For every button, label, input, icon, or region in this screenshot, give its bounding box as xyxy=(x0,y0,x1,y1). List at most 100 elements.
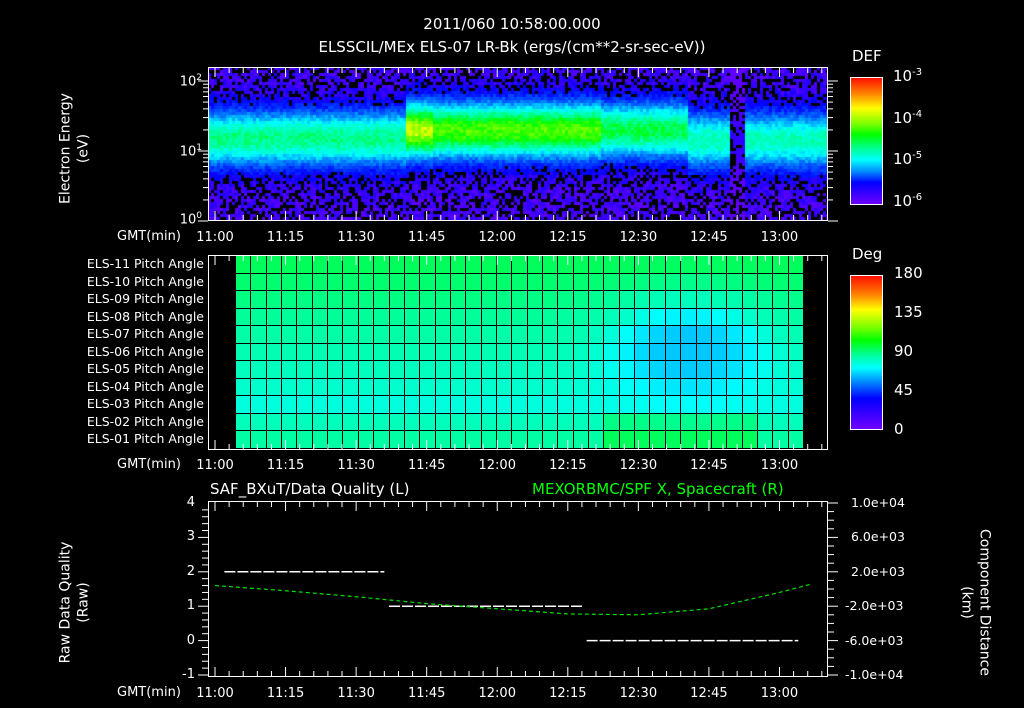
pitch-angle-cell xyxy=(343,343,359,362)
deg-tick-90: 90 xyxy=(894,342,914,360)
xtick-label: 11:15 xyxy=(266,230,305,245)
pitch-angle-cell xyxy=(312,343,329,362)
pitch-angle-cell xyxy=(650,396,666,414)
pitch-angle-cell xyxy=(527,326,544,344)
pitch-angle-cell xyxy=(573,413,590,432)
pitch-angle-cell xyxy=(589,343,605,362)
xtick-label: 12:45 xyxy=(690,686,728,701)
pitch-angle-cell xyxy=(619,291,636,309)
pitch-angle-cell xyxy=(604,256,620,274)
pitch-angle-cell xyxy=(389,273,405,292)
pitch-angle-cell xyxy=(266,273,283,292)
xtick-label: 12:30 xyxy=(619,458,658,473)
pitch-angle-cell xyxy=(466,431,482,449)
pitch-angle-cell xyxy=(343,413,359,432)
xtick-label: 11:30 xyxy=(337,458,375,473)
def-tick-1e-5: 10-5 xyxy=(893,150,923,168)
pitch-angle-cell xyxy=(435,273,451,292)
pitch-angle-cell xyxy=(328,291,344,309)
pitch-angle-cell xyxy=(435,396,451,414)
pitch-angle-cell xyxy=(573,396,590,414)
pitch-angle-cell xyxy=(650,308,666,327)
pitch-angle-cell xyxy=(404,413,421,432)
pitch-angle-cell xyxy=(727,413,743,432)
pitch-angle-cell xyxy=(358,361,375,379)
pitch-angle-cell xyxy=(604,378,620,397)
pitch-angle-cell xyxy=(251,291,267,309)
panel3-left-title: SAF_BXuT/Data Quality (L) xyxy=(210,480,410,498)
pitch-angle-cell xyxy=(665,431,682,449)
pitch-angle-cell xyxy=(619,413,636,432)
pitch-angle-cell xyxy=(389,308,405,327)
pitch-angle-cell xyxy=(773,396,789,414)
ylabel-line2: (eV) xyxy=(75,133,91,164)
pitch-angle-cell xyxy=(297,431,313,449)
pitch-angle-cell xyxy=(251,396,267,414)
pitch-angle-cell xyxy=(420,378,436,397)
pitch-angle-cell xyxy=(788,378,804,397)
pitch-angle-cell xyxy=(589,273,605,292)
pitch-angle-cell xyxy=(496,361,513,379)
xtick-label: 11:00 xyxy=(196,230,234,245)
pitch-angle-row-label: ELS-11 Pitch Angle xyxy=(86,256,204,271)
pitch-angle-cell xyxy=(496,326,513,344)
pitch-angle-row-label: ELS-02 Pitch Angle xyxy=(86,413,204,429)
pitch-angle-cell xyxy=(665,326,682,344)
pitch-angle-cell xyxy=(251,361,267,379)
pitch-angle-cell xyxy=(742,431,758,449)
pitch-angle-cell xyxy=(435,326,451,344)
xtick-label: 13:00 xyxy=(760,686,799,701)
pitch-angle-cell xyxy=(420,361,436,379)
pitch-angle-cell xyxy=(374,308,390,327)
def-tick-1e-4: 10-4 xyxy=(893,109,923,127)
pitch-angle-cell xyxy=(266,413,283,432)
ytick-1: 100 xyxy=(179,211,202,228)
pitch-angle-cell xyxy=(681,256,697,274)
pitch-angle-cell xyxy=(420,396,436,414)
pitch-angle-cell xyxy=(404,396,421,414)
pitch-angle-cell xyxy=(742,343,758,362)
pitch-angle-cell xyxy=(512,361,528,379)
pitch-angle-cell xyxy=(773,256,789,274)
pitch-angle-cell xyxy=(481,273,497,292)
pitch-angle-cell xyxy=(466,413,482,432)
pitch-angle-cell xyxy=(481,343,497,362)
pitch-angle-cell xyxy=(558,343,574,362)
pitch-angle-row-label: ELS-05 Pitch Angle xyxy=(86,361,204,376)
pitch-angle-cell xyxy=(466,273,482,292)
pitch-angle-cell xyxy=(328,361,344,379)
def-colorbar-title: DEF xyxy=(852,47,882,65)
xtick-label: 11:45 xyxy=(407,686,446,701)
pitch-angle-cell xyxy=(665,413,682,432)
pitch-angle-cell xyxy=(604,291,620,309)
pitch-angle-row-label: ELS-06 Pitch Angle xyxy=(86,343,204,359)
xtick-label: 11:45 xyxy=(407,230,446,245)
pitch-angle-cell xyxy=(589,431,605,449)
pitch-angle-cell xyxy=(543,361,559,379)
panel3-right-title: MEXORBMC/SPF X, Spacecraft (R) xyxy=(532,480,784,498)
xtick-label: 12:30 xyxy=(619,686,658,701)
pitch-angle-cell xyxy=(496,343,513,362)
def-tick-1e-6: 10-6 xyxy=(893,192,923,210)
pitch-angle-cell xyxy=(404,273,421,292)
pitch-angle-cell xyxy=(236,308,252,327)
pitch-angle-cell xyxy=(312,326,329,344)
pitch-angle-cell xyxy=(297,291,313,309)
pitch-angle-cell xyxy=(236,361,252,379)
pitch-angle-cell xyxy=(650,291,666,309)
pitch-angle-cell xyxy=(312,361,329,379)
pitch-angle-cell xyxy=(573,378,590,397)
pitch-angle-cell xyxy=(527,343,544,362)
pitch-angle-cell xyxy=(619,378,636,397)
pitch-angle-cell xyxy=(481,361,497,379)
pitch-angle-cell xyxy=(251,343,267,362)
pitch-angle-cell xyxy=(604,326,620,344)
pitch-angle-cell xyxy=(420,431,436,449)
pitch-angle-cell xyxy=(343,308,359,327)
pitch-angle-cell xyxy=(650,361,666,379)
pitch-angle-row-label: ELS-08 Pitch Angle xyxy=(86,308,204,324)
pitch-angle-cell xyxy=(420,326,436,344)
pitch-angle-cell xyxy=(681,308,697,327)
ylabel-left-line1: Raw Data Quality xyxy=(57,541,74,664)
pitch-angle-panel xyxy=(208,255,828,450)
